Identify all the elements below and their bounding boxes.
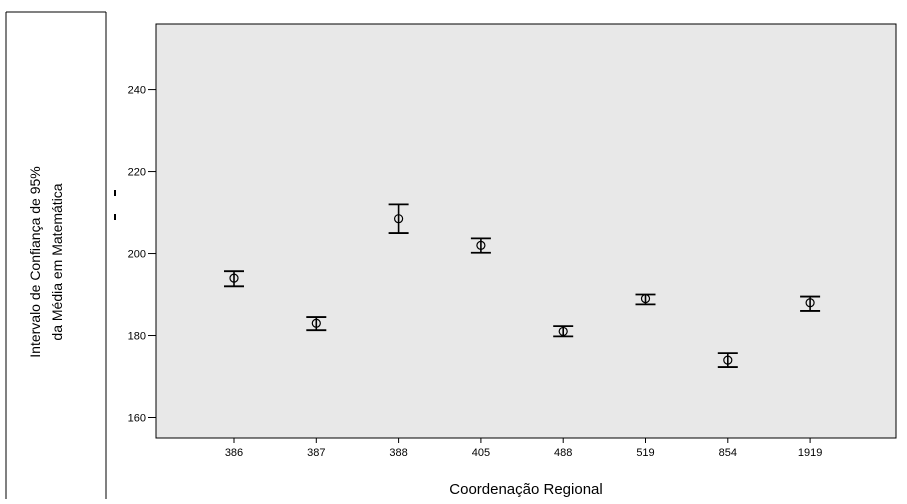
x-tick-label: 1919 — [798, 447, 822, 459]
y-tick-label: 240 — [128, 85, 146, 97]
plot-area — [155, 23, 897, 439]
x-tick-label: 388 — [389, 447, 407, 459]
x-tick-label: 854 — [719, 447, 737, 459]
data-marks — [224, 203, 821, 368]
mean-marker — [723, 355, 733, 365]
ylabel-line-2: da Média em Matemática — [49, 183, 65, 340]
x-tick-label: 386 — [225, 447, 243, 459]
ylabel-line-1: Intervalo de Confiança de 95% — [27, 166, 43, 357]
y-tick-label: 160 — [128, 413, 146, 425]
y-tick-label: 180 — [128, 331, 146, 343]
y-axis: 160 180 200 220 240 — [128, 85, 156, 425]
x-tick-label: 405 — [472, 447, 490, 459]
y-tick-label: 200 — [128, 249, 146, 261]
x-tick-label: 488 — [554, 447, 572, 459]
x-tick-label: 387 — [307, 447, 325, 459]
mean-marker — [394, 214, 404, 224]
mean-marker — [476, 240, 486, 250]
x-axis: 386 387 388 405 488 519 854 1919 — [225, 438, 822, 459]
mean-marker — [229, 273, 239, 283]
mean-marker — [558, 326, 568, 337]
dash-mark — [114, 214, 116, 220]
mean-marker — [640, 294, 651, 304]
mean-marker — [311, 318, 321, 328]
x-tick-label: 519 — [636, 447, 654, 459]
dash-mark — [114, 190, 116, 196]
mean-marker — [805, 298, 815, 308]
y-tick-label: 220 — [128, 167, 146, 179]
x-axis-title: Coordenação Regional — [449, 481, 602, 498]
